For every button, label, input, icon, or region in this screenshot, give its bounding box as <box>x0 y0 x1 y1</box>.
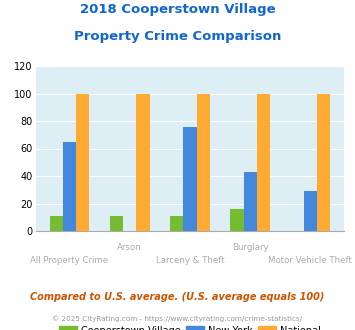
Bar <box>50 216 63 231</box>
Bar <box>136 93 149 231</box>
Bar <box>244 172 257 231</box>
Bar <box>304 191 317 231</box>
Text: All Property Crime: All Property Crime <box>31 256 109 265</box>
Bar <box>257 93 270 231</box>
Bar <box>317 93 330 231</box>
Text: Burglary: Burglary <box>232 244 268 252</box>
Bar <box>76 93 89 231</box>
Text: © 2025 CityRating.com - https://www.cityrating.com/crime-statistics/: © 2025 CityRating.com - https://www.city… <box>53 315 302 322</box>
Text: Property Crime Comparison: Property Crime Comparison <box>74 30 281 43</box>
Text: 2018 Cooperstown Village: 2018 Cooperstown Village <box>80 3 275 16</box>
Text: Arson: Arson <box>118 244 142 252</box>
Bar <box>170 216 183 231</box>
Bar <box>110 216 123 231</box>
Text: Compared to U.S. average. (U.S. average equals 100): Compared to U.S. average. (U.S. average … <box>30 292 325 302</box>
Text: Motor Vehicle Theft: Motor Vehicle Theft <box>268 256 353 265</box>
Text: Larceny & Theft: Larceny & Theft <box>155 256 224 265</box>
Bar <box>183 126 197 231</box>
Bar <box>230 209 244 231</box>
Legend: Cooperstown Village, New York, National: Cooperstown Village, New York, National <box>55 322 324 330</box>
Bar <box>63 142 76 231</box>
Bar <box>197 93 210 231</box>
